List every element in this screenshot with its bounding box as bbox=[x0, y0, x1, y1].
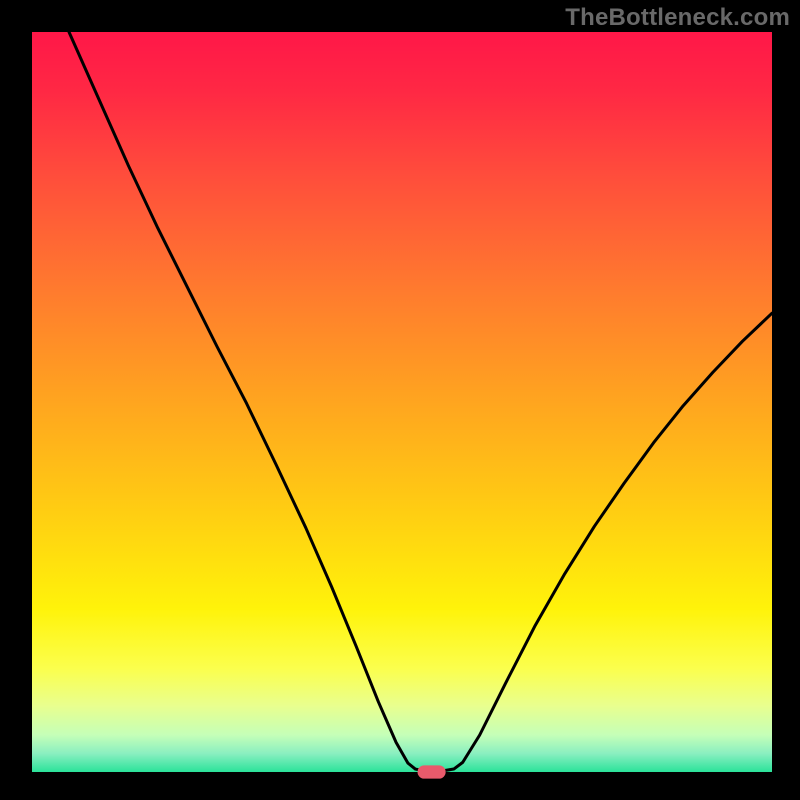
watermark-text: TheBottleneck.com bbox=[565, 4, 790, 32]
plot-background bbox=[32, 32, 772, 772]
bottleneck-chart bbox=[0, 0, 800, 800]
current-config-marker bbox=[418, 765, 446, 778]
